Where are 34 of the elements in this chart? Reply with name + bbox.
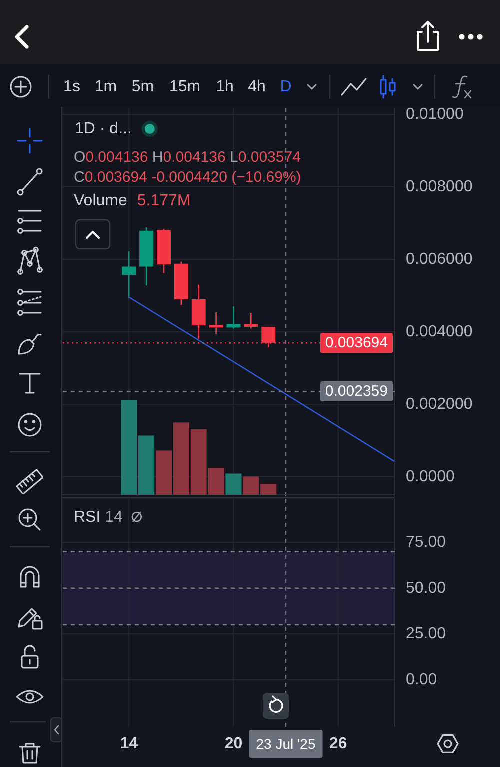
candlestick [244, 312, 258, 330]
ref-line-label: 0.003694 [325, 334, 388, 352]
annotation: C0.003694 -0.0004420 (−10.69%) [74, 168, 302, 186]
annotation: O0.004136 H0.004136 L0.003574 [74, 148, 301, 166]
y-tick-label: 25.00 [406, 626, 446, 643]
x-tick-label: 26 [329, 736, 348, 752]
y-tick-label: 0.002000 [406, 396, 473, 414]
text: 5m [132, 78, 154, 96]
candlestick [209, 312, 224, 335]
y-tick-label: 0.01000 [406, 106, 464, 124]
y-tick-label: 0.004000 [406, 324, 473, 341]
annotation: 5.177M [137, 192, 191, 210]
y-tick-label: 50.00 [406, 580, 446, 597]
text: D [280, 78, 292, 96]
chart-title: Volume [74, 192, 128, 210]
y-tick-label: 75.00 [406, 534, 446, 552]
candlestick [122, 250, 136, 299]
bar [226, 474, 242, 495]
text: 15m [169, 78, 201, 96]
y-tick-label: 0.006000 [406, 251, 473, 268]
text: 1m [94, 78, 118, 96]
text: 1D · d... [75, 120, 132, 138]
x-tick-label: 14 [120, 736, 138, 752]
text: 1h [216, 78, 234, 96]
y-tick-label: 0.00 [406, 671, 438, 688]
ref-line-label: 23 Jul '25 [256, 736, 316, 752]
y-tick-label: 0.0000 [406, 468, 456, 486]
text: 4h [248, 78, 266, 96]
y-tick-label: 0.008000 [406, 178, 473, 196]
ref-line-label: 0.002359 [325, 383, 388, 400]
candlestick [226, 306, 241, 330]
text: 1s [64, 78, 80, 96]
text: RSI 14 [74, 508, 124, 526]
x-tick-label: 20 [224, 736, 243, 752]
